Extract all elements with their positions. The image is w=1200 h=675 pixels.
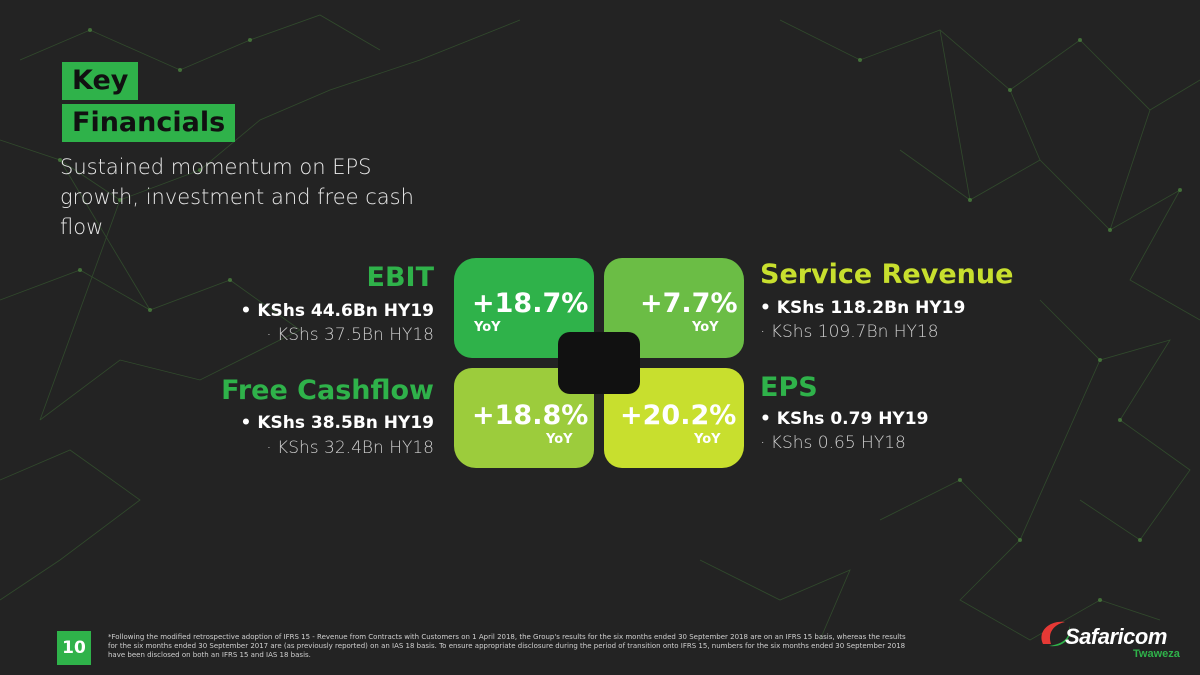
eps-current: • KShs 0.79 HY19 [760,409,929,429]
ebit-previous: · KShs 37.5Bn HY18 [266,325,434,345]
logo-swoosh-icon [1041,621,1071,647]
free-cashflow-growth: +18.8% [472,400,589,431]
service-revenue-yoy: YoY [692,320,719,335]
footnote: *Following the modified retrospective ad… [108,633,906,659]
free-cashflow-previous: · KShs 32.4Bn HY18 [266,438,434,458]
free-cashflow-current: • KShs 38.5Bn HY19 [240,413,434,433]
safaricom-logo: Safaricom Twaweza [1035,612,1185,664]
ebit-title: EBIT [366,262,435,293]
free-cashflow-yoy: YoY [546,432,573,447]
service-revenue-current: • KShs 118.2Bn HY19 [760,298,966,318]
quadrant-center [558,332,640,394]
ebit-current: • KShs 44.6Bn HY19 [240,301,434,321]
brand-name: Safaricom [1065,624,1167,649]
eps-growth: +20.2% [620,400,737,431]
service-revenue-previous: · KShs 109.7Bn HY18 [760,322,939,342]
eps-title: EPS [760,372,818,403]
ebit-yoy: YoY [474,320,501,335]
service-revenue-growth: +7.7% [640,288,738,319]
ebit-growth: +18.7% [472,288,589,319]
title-line-2: Financials [62,104,236,142]
title-line-1: Key [62,62,139,100]
page-number: 10 [57,631,91,665]
eps-previous: · KShs 0.65 HY18 [760,433,906,453]
free-cashflow-title: Free Cashflow [221,375,434,406]
brand-tagline: Twaweza [1133,648,1180,660]
subtitle: Sustained momentum on EPS growth, invest… [60,155,414,239]
eps-yoy: YoY [694,432,721,447]
service-revenue-title: Service Revenue [760,259,1014,290]
